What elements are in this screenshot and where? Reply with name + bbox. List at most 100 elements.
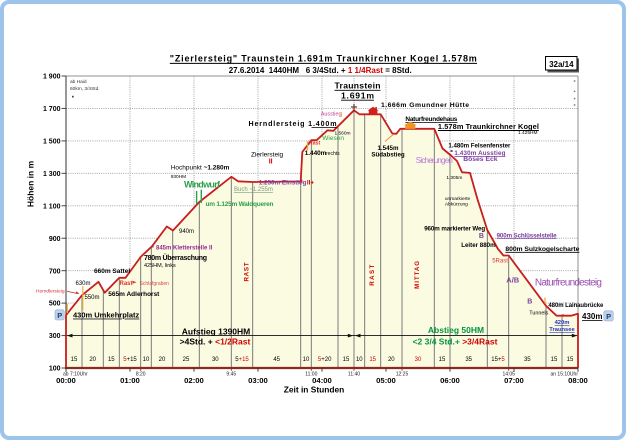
svg-text:1.440m: 1.440m xyxy=(305,150,327,157)
svg-text:15: 15 xyxy=(108,357,115,363)
svg-text:MITTAG: MITTAG xyxy=(414,261,421,289)
svg-text:1.250m Einstieg: 1.250m Einstieg xyxy=(259,179,307,186)
svg-text:1.305m: 1.305m xyxy=(446,175,462,181)
svg-text:630m: 630m xyxy=(76,281,91,287)
svg-text:60km, 3/4Std.: 60km, 3/4Std. xyxy=(70,86,100,92)
svg-text:Herndlersteig: Herndlersteig xyxy=(36,289,65,295)
svg-text:1.560m: 1.560m xyxy=(335,131,351,137)
svg-text:II+: II+ xyxy=(307,179,314,186)
svg-text:940m: 940m xyxy=(179,229,194,235)
svg-text:35: 35 xyxy=(524,357,531,363)
svg-text:Herndlersteig 1.400m: Herndlersteig 1.400m xyxy=(249,120,337,128)
svg-text:1 100: 1 100 xyxy=(43,203,61,210)
svg-text:15: 15 xyxy=(71,357,78,363)
svg-text:Hochpunkt ~1.280m: Hochpunkt ~1.280m xyxy=(171,165,230,172)
svg-text:12:25: 12:25 xyxy=(396,371,409,377)
svg-text:30: 30 xyxy=(415,357,422,363)
svg-text:rechts: rechts xyxy=(326,151,340,157)
svg-text:45: 45 xyxy=(273,357,280,363)
svg-text:03:00: 03:00 xyxy=(248,376,268,385)
svg-text:ab Haid: ab Haid xyxy=(70,79,87,85)
svg-text:25: 25 xyxy=(183,357,190,363)
svg-text:Rast: Rast xyxy=(120,281,133,287)
svg-text:Rast: Rast xyxy=(309,140,321,146)
svg-text:00:00: 00:00 xyxy=(56,376,76,385)
svg-text:1.480m Felsenfenster: 1.480m Felsenfenster xyxy=(448,143,511,150)
svg-text:480m Lainaubrücke: 480m Lainaubrücke xyxy=(548,303,604,309)
svg-text:Traunsee: Traunsee xyxy=(549,327,575,333)
svg-text:Zierlersteig: Zierlersteig xyxy=(251,151,284,158)
svg-text:5+15: 5+15 xyxy=(235,357,249,363)
svg-text:07:00: 07:00 xyxy=(504,376,524,385)
svg-text:845m Kletterstelle II: 845m Kletterstelle II xyxy=(156,245,213,251)
svg-text:01:00: 01:00 xyxy=(120,376,140,385)
svg-text:15: 15 xyxy=(439,357,446,363)
svg-text:9:45: 9:45 xyxy=(226,371,236,377)
svg-text:1.545m: 1.545m xyxy=(378,145,399,152)
svg-text:ab 7:10Uhr: ab 7:10Uhr xyxy=(63,371,88,377)
svg-text:an 15:10Uhr: an 15:10Uhr xyxy=(550,371,578,377)
svg-text:15: 15 xyxy=(567,357,574,363)
svg-text:20: 20 xyxy=(89,357,96,363)
svg-text:30: 30 xyxy=(212,357,219,363)
svg-text:35: 35 xyxy=(465,357,472,363)
svg-text:960m markierter Weg: 960m markierter Weg xyxy=(424,226,485,233)
svg-text:15: 15 xyxy=(343,357,350,363)
svg-text:900: 900 xyxy=(49,236,61,243)
svg-text:20: 20 xyxy=(388,357,395,363)
svg-text:425HM, links: 425HM, links xyxy=(144,263,176,269)
svg-text:"Zierlersteig" Traunstein 1.69: "Zierlersteig" Traunstein 1.691m Traunki… xyxy=(170,54,477,64)
svg-text:565m Adlerhorst: 565m Adlerhorst xyxy=(108,291,160,298)
svg-text:1.666m Gmundner Hütte: 1.666m Gmundner Hütte xyxy=(381,102,469,109)
svg-text:08:00: 08:00 xyxy=(568,376,588,385)
svg-text:14:05: 14:05 xyxy=(502,371,515,377)
svg-text:RAST: RAST xyxy=(244,262,251,281)
svg-text:P: P xyxy=(57,311,62,320)
svg-text:>4Std. + <1/2Rast: >4Std. + <1/2Rast xyxy=(180,337,251,347)
svg-text:11:40: 11:40 xyxy=(348,371,360,377)
svg-text:unmarkierte: unmarkierte xyxy=(445,196,471,202)
svg-text:Ausstieg: Ausstieg xyxy=(321,111,342,117)
svg-text:um 1.125m Waldqueren: um 1.125m Waldqueren xyxy=(206,201,274,208)
svg-text:Buch ~1.255m: Buch ~1.255m xyxy=(234,187,273,193)
svg-text:500: 500 xyxy=(49,301,61,308)
svg-text:Zeit in Stunden: Zeit in Stunden xyxy=(284,385,344,395)
svg-text:1 500: 1 500 xyxy=(43,139,61,146)
svg-text:5+15: 5+15 xyxy=(123,357,137,363)
svg-text:Tunnels: Tunnels xyxy=(529,311,548,317)
svg-text:Aufstieg 1390HM: Aufstieg 1390HM xyxy=(182,326,251,336)
svg-text:II: II xyxy=(269,159,273,166)
svg-text:300: 300 xyxy=(49,333,61,340)
svg-text:11:00: 11:00 xyxy=(305,371,317,377)
svg-text:15: 15 xyxy=(369,357,376,363)
svg-text:10: 10 xyxy=(303,357,310,363)
svg-text:430m: 430m xyxy=(582,312,602,321)
svg-text:15: 15 xyxy=(551,357,558,363)
svg-text:1.691m: 1.691m xyxy=(341,90,374,100)
svg-text:Naturfreundehaus: Naturfreundehaus xyxy=(405,116,457,123)
svg-text:15+5: 15+5 xyxy=(491,357,505,363)
svg-text:1.578m Traunkirchner Kogel: 1.578m Traunkirchner Kogel xyxy=(438,122,539,131)
svg-text:Schlafgraben: Schlafgraben xyxy=(140,281,170,287)
svg-text:32a/14: 32a/14 xyxy=(549,60,574,69)
svg-text:A/B: A/B xyxy=(506,275,520,284)
svg-text:5Rast: 5Rast xyxy=(492,258,508,264)
svg-text:Traunstein: Traunstein xyxy=(335,80,381,90)
svg-text:1.430m Ausstieg: 1.430m Ausstieg xyxy=(454,150,505,157)
svg-text:04:00: 04:00 xyxy=(312,376,332,385)
svg-text:Wiesen: Wiesen xyxy=(322,135,344,142)
svg-text:20: 20 xyxy=(159,357,166,363)
svg-text:Höhen in m: Höhen in m xyxy=(26,160,36,207)
svg-text:<2 3/4 Std.+ >3/4Rast: <2 3/4 Std.+ >3/4Rast xyxy=(413,337,498,347)
svg-text:Südabstieg: Südabstieg xyxy=(371,151,405,158)
svg-text:06:00: 06:00 xyxy=(440,376,460,385)
svg-text:1 300: 1 300 xyxy=(43,171,61,178)
svg-text:660m Sattel: 660m Sattel xyxy=(94,268,130,275)
svg-text:Böses Eck: Böses Eck xyxy=(463,156,498,163)
svg-text:27.6.2014 1440HM 6 3/4Std.: 27.6.2014 1440HM 6 3/4Std. + 1 1/4Rast =… xyxy=(229,66,412,75)
svg-text:430m Umkehrplatz: 430m Umkehrplatz xyxy=(73,311,140,320)
svg-text:100: 100 xyxy=(49,366,61,373)
svg-text:Abstieg 50HM: Abstieg 50HM xyxy=(428,325,484,335)
svg-text:930HM: 930HM xyxy=(171,174,186,180)
svg-text:B: B xyxy=(479,233,484,240)
